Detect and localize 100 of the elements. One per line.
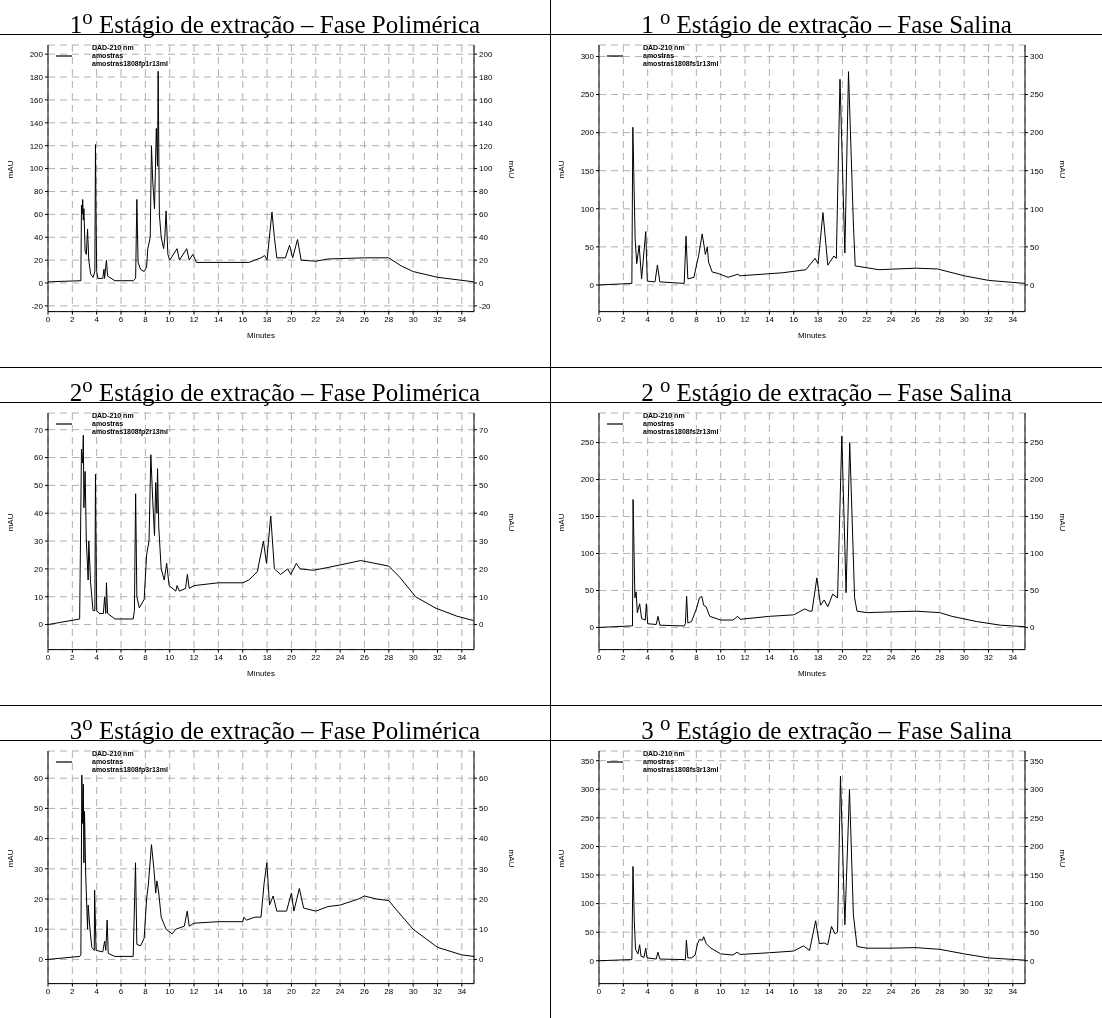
x-tick-label: 6 [118, 653, 124, 663]
y-tick-label: 50 [585, 242, 595, 252]
x-tick-label: 30 [959, 987, 970, 997]
y-tick-label: 200 [580, 842, 595, 852]
y2-tick-label: 150 [1030, 870, 1044, 880]
x-tick-label: 10 [165, 987, 175, 997]
y-tick-label: 30 [34, 864, 44, 874]
y2-tick-label: 160 [479, 95, 493, 105]
y-tick-label: 200 [29, 49, 44, 59]
y-tick-label: 50 [34, 481, 44, 491]
y2-tick-label: 350 [1030, 756, 1044, 766]
x-tick-label: 16 [789, 987, 799, 997]
x-tick-label: 26 [360, 653, 370, 663]
x-tick-label: 34 [457, 315, 467, 325]
y-tick-label: 150 [580, 512, 595, 522]
x-tick-label: 34 [457, 653, 467, 663]
y2-tick-label: 0 [1030, 623, 1035, 633]
x-tick-label: 18 [262, 987, 273, 997]
y-tick-label: 140 [29, 118, 44, 128]
y2-tick-label: 0 [479, 955, 484, 965]
y-tick-label: 150 [580, 870, 595, 880]
chart-title: 3$^{o}$ Estágio de extração – Fase Polimérica [68, 710, 482, 745]
x-tick-label: 12 [740, 987, 751, 997]
x-tick-label: 26 [911, 653, 921, 663]
x-tick-label: 16 [789, 315, 799, 325]
y-tick-label: 60 [34, 774, 44, 784]
x-tick-label: 30 [408, 987, 419, 997]
x-tick-label: 10 [165, 315, 175, 325]
y2-tick-label: 300 [1030, 52, 1044, 62]
y2-tick-label: 20 [479, 894, 489, 904]
y-tick-label: 0 [38, 620, 44, 630]
x-tick-label: 34 [1008, 987, 1018, 997]
y2-tick-label: 30 [479, 864, 489, 874]
x-tick-label: 14 [764, 315, 775, 325]
x-tick-label: 34 [1008, 315, 1018, 325]
y-tick-label: 20 [34, 894, 44, 904]
y2-axis-title: mAU [1058, 849, 1068, 868]
x-tick-label: 12 [189, 987, 200, 997]
x-tick-label: 0 [596, 653, 602, 663]
x-axis-title: Minutes [797, 330, 827, 340]
y-tick-label: 20 [34, 564, 44, 574]
y2-tick-label: 40 [479, 509, 489, 519]
x-tick-label: 34 [457, 987, 467, 997]
y2-axis-title: mAU [1058, 160, 1068, 179]
y-tick-label: -20 [31, 301, 44, 311]
x-tick-label: 28 [935, 315, 945, 325]
x-tick-label: 4 [645, 315, 651, 325]
x-tick-label: 6 [118, 987, 124, 997]
y-axis-title: mAU [556, 849, 566, 868]
x-tick-label: 18 [813, 315, 824, 325]
y2-tick-label: 120 [479, 141, 493, 151]
x-tick-label: 10 [165, 653, 175, 663]
x-tick-label: 8 [694, 315, 700, 325]
y2-tick-label: 50 [1030, 242, 1040, 252]
y-tick-label: 60 [34, 210, 44, 220]
y2-tick-label: 10 [479, 592, 489, 602]
x-tick-label: 20 [286, 987, 297, 997]
x-tick-label: 32 [433, 315, 443, 325]
chart-title: 2$^{o}$ Estágio de extração – Fase Polimérica [68, 372, 482, 407]
x-tick-label: 16 [789, 653, 799, 663]
x-tick-label: 0 [45, 987, 51, 997]
y2-tick-label: 80 [479, 187, 489, 197]
x-tick-label: 0 [596, 987, 602, 997]
y-tick-label: 20 [34, 255, 44, 265]
x-tick-label: 22 [862, 315, 872, 325]
y-tick-label: 50 [585, 928, 595, 938]
x-tick-label: 28 [384, 315, 394, 325]
x-tick-label: 32 [984, 315, 994, 325]
x-tick-label: 32 [433, 987, 443, 997]
y2-tick-label: 100 [1030, 204, 1044, 214]
x-tick-label: 14 [213, 653, 224, 663]
y2-tick-label: 10 [479, 925, 489, 935]
y-axis-title: mAU [5, 849, 15, 868]
y2-tick-label: 200 [1030, 842, 1044, 852]
x-tick-label: 12 [740, 315, 751, 325]
y-tick-label: 160 [29, 95, 44, 105]
y-tick-label: 100 [580, 204, 595, 214]
x-tick-label: 28 [935, 653, 945, 663]
x-tick-label: 30 [959, 653, 970, 663]
x-tick-label: 14 [213, 315, 224, 325]
y2-tick-label: 100 [1030, 899, 1044, 909]
y2-tick-label: 250 [1030, 438, 1044, 448]
x-tick-label: 26 [911, 315, 921, 325]
y2-tick-label: 150 [1030, 512, 1044, 522]
x-tick-label: 14 [213, 987, 224, 997]
y-axis-title: mAU [556, 160, 566, 179]
y-tick-label: 80 [34, 187, 44, 197]
y2-tick-label: 200 [479, 49, 493, 59]
y-tick-label: 50 [34, 804, 44, 814]
x-tick-label: 20 [286, 315, 297, 325]
x-tick-label: 28 [384, 987, 394, 997]
y2-tick-label: 200 [1030, 128, 1044, 138]
x-tick-label: 4 [645, 653, 651, 663]
x-tick-label: 28 [384, 653, 394, 663]
x-tick-label: 32 [984, 987, 994, 997]
x-tick-label: 30 [408, 315, 419, 325]
y-axis-title: mAU [5, 513, 15, 532]
x-tick-label: 2 [621, 987, 627, 997]
x-tick-label: 10 [716, 987, 726, 997]
x-tick-label: 24 [886, 653, 897, 663]
